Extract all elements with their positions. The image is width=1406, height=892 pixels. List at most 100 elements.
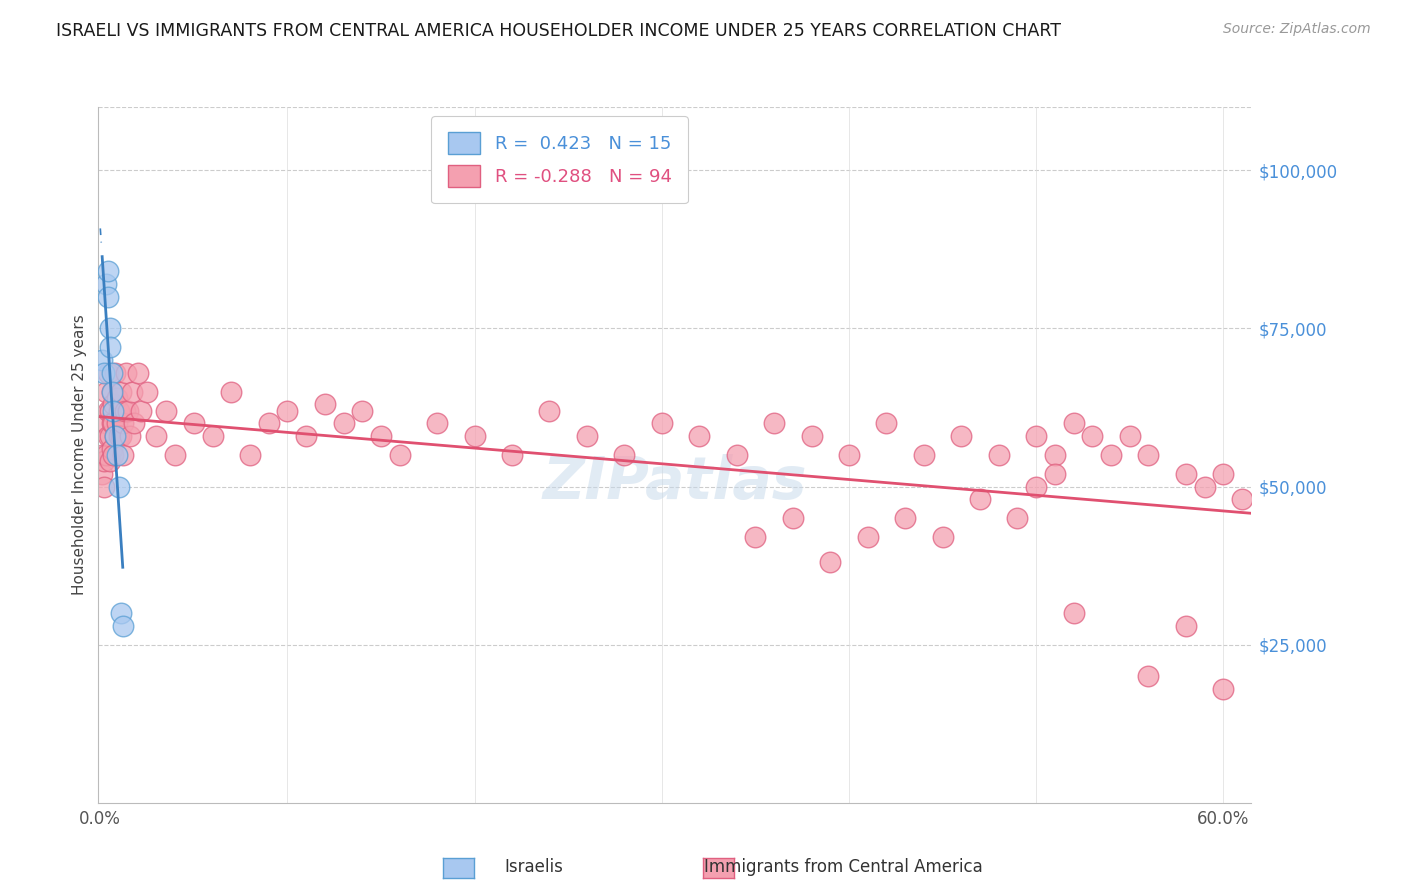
Point — [295, 429, 318, 443]
Point — [688, 429, 710, 443]
Point — [100, 384, 122, 399]
Point — [538, 403, 561, 417]
Text: Israelis: Israelis — [505, 858, 564, 876]
Point — [1099, 448, 1122, 462]
Point — [388, 448, 411, 462]
Point — [108, 479, 131, 493]
Text: ISRAELI VS IMMIGRANTS FROM CENTRAL AMERICA HOUSEHOLDER INCOME UNDER 25 YEARS COR: ISRAELI VS IMMIGRANTS FROM CENTRAL AMERI… — [56, 22, 1062, 40]
Point — [183, 417, 205, 431]
Point — [97, 403, 120, 417]
Point — [104, 429, 127, 443]
Point — [108, 429, 131, 443]
Point — [651, 417, 673, 431]
Text: Source: ZipAtlas.com: Source: ZipAtlas.com — [1223, 22, 1371, 37]
Point — [103, 403, 125, 417]
Point — [950, 429, 973, 443]
Point — [111, 417, 134, 431]
Point — [117, 403, 139, 417]
Point — [987, 448, 1010, 462]
Point — [1063, 417, 1085, 431]
Point — [97, 264, 120, 278]
Point — [931, 530, 953, 544]
Point — [98, 403, 121, 417]
Point — [100, 417, 122, 431]
Point — [1025, 429, 1047, 443]
Point — [155, 403, 177, 417]
Point — [94, 384, 117, 399]
Point — [239, 448, 262, 462]
Point — [744, 530, 766, 544]
Point — [98, 340, 121, 354]
Point — [100, 366, 122, 380]
Point — [501, 448, 523, 462]
Point — [1194, 479, 1216, 493]
Point — [120, 429, 142, 443]
Point — [136, 384, 159, 399]
Point — [1174, 467, 1197, 481]
Point — [1063, 606, 1085, 620]
Point — [800, 429, 823, 443]
Point — [1043, 467, 1066, 481]
Point — [165, 448, 187, 462]
Point — [969, 492, 991, 507]
Point — [94, 277, 117, 292]
Point — [110, 429, 132, 443]
Point — [1137, 669, 1160, 683]
Point — [100, 442, 122, 456]
Point — [93, 479, 115, 493]
Point — [838, 448, 860, 462]
Point — [1118, 429, 1140, 443]
Point — [100, 384, 122, 399]
Point — [1212, 681, 1234, 696]
Point — [97, 366, 120, 380]
Point — [145, 429, 167, 443]
Point — [91, 353, 114, 368]
Point — [121, 384, 143, 399]
Point — [1212, 467, 1234, 481]
Point — [91, 467, 114, 481]
Point — [575, 429, 598, 443]
Point — [94, 448, 117, 462]
Point — [1043, 448, 1066, 462]
Point — [97, 290, 120, 304]
Point — [782, 511, 804, 525]
Point — [1007, 511, 1029, 525]
Point — [763, 417, 786, 431]
Point — [332, 417, 354, 431]
Point — [122, 417, 145, 431]
Point — [97, 429, 120, 443]
Point — [103, 417, 125, 431]
Y-axis label: Householder Income Under 25 years: Householder Income Under 25 years — [72, 315, 87, 595]
Point — [104, 366, 127, 380]
Point — [110, 606, 132, 620]
Point — [94, 417, 117, 431]
Point — [257, 417, 280, 431]
Point — [725, 448, 748, 462]
Point — [352, 403, 374, 417]
Text: Immigrants from Central America: Immigrants from Central America — [704, 858, 983, 876]
Point — [613, 448, 636, 462]
Point — [105, 391, 128, 405]
Point — [98, 321, 121, 335]
Point — [1081, 429, 1104, 443]
Point — [93, 366, 115, 380]
Point — [93, 454, 115, 468]
Point — [114, 403, 136, 417]
Text: ZIPatlas: ZIPatlas — [543, 454, 807, 511]
Point — [111, 448, 134, 462]
Point — [875, 417, 897, 431]
Point — [1230, 492, 1253, 507]
Point — [103, 397, 125, 411]
Legend: R =  0.423   N = 15, R = -0.288   N = 94: R = 0.423 N = 15, R = -0.288 N = 94 — [432, 116, 688, 203]
Point — [894, 511, 917, 525]
Point — [105, 417, 128, 431]
Point — [221, 384, 243, 399]
Point — [276, 403, 298, 417]
Point — [103, 448, 125, 462]
Point — [201, 429, 224, 443]
Point — [111, 618, 134, 632]
Point — [108, 403, 131, 417]
Point — [464, 429, 486, 443]
Point — [856, 530, 879, 544]
Point — [104, 429, 127, 443]
